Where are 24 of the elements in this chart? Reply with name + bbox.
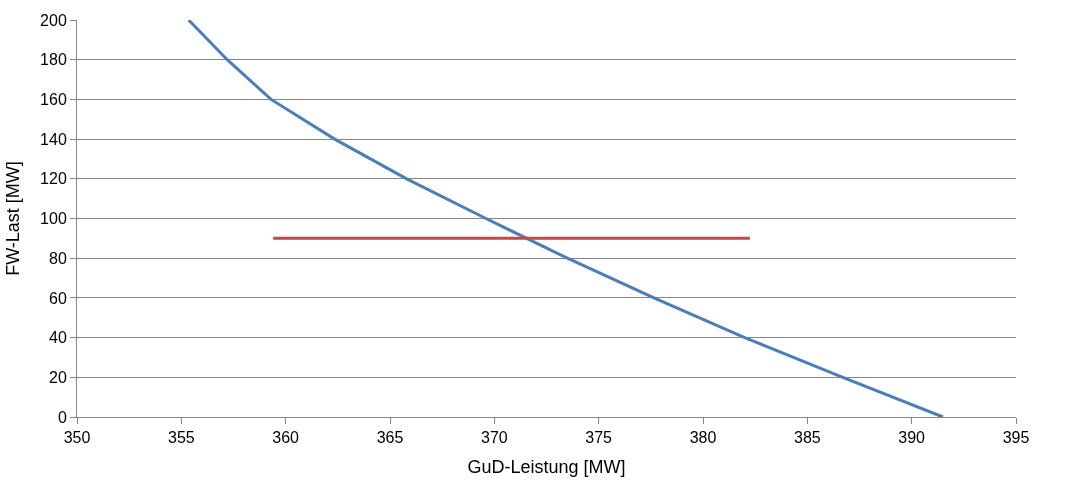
y-tick-label: 180	[40, 51, 67, 69]
x-tick-label: 390	[898, 429, 926, 447]
y-tick-label: 100	[40, 210, 67, 228]
y-tick-label: 140	[40, 130, 67, 148]
x-tick-label: 350	[63, 429, 91, 447]
x-tick-label: 355	[167, 429, 195, 447]
x-tick-label: 395	[1002, 429, 1030, 447]
y-tick-label: 160	[40, 91, 67, 108]
y-tick-label: 60	[49, 289, 67, 307]
x-tick-label: 360	[272, 429, 300, 447]
x-tick-label: 375	[585, 429, 613, 447]
y-tick-label: 200	[40, 11, 67, 29]
y-tick-label: 80	[49, 249, 67, 267]
x-tick-label: 385	[793, 429, 821, 447]
y-tick-label: 120	[40, 170, 67, 188]
y-axis-title: FW-Last [MW]	[3, 161, 24, 276]
y-tick-label: 20	[49, 368, 67, 386]
line-series	[187, 20, 945, 417]
x-tick-label: 380	[689, 429, 717, 447]
x-axis-title: GuD-Leistung [MW]	[467, 457, 626, 478]
x-tick-label: 370	[480, 429, 508, 447]
x-tick-label: 365	[376, 429, 404, 447]
y-tick-label: 0	[57, 408, 67, 426]
y-tick-label: 40	[49, 329, 67, 347]
